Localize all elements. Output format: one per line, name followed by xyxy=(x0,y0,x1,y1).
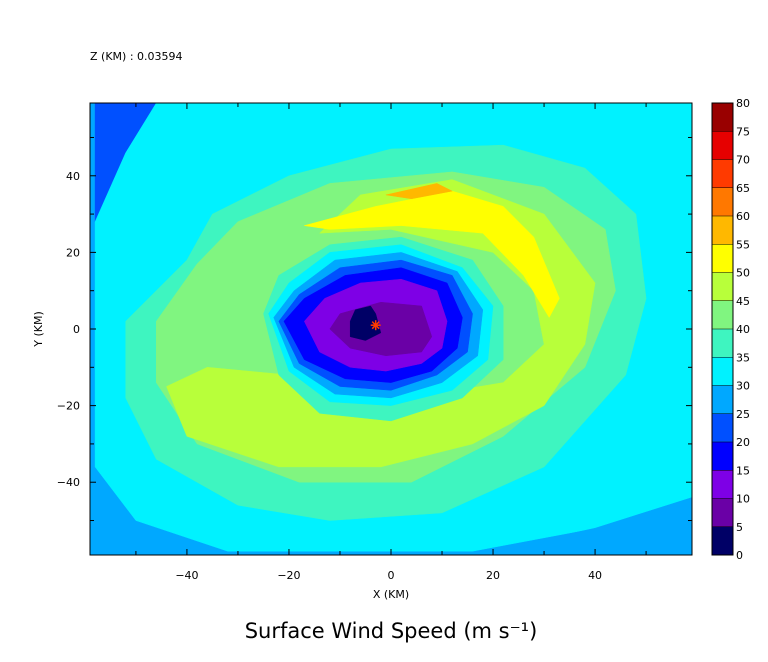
colorbar-swatch xyxy=(712,216,733,245)
colorbar-label: 25 xyxy=(736,408,750,421)
colorbar-swatch xyxy=(712,385,733,414)
colorbar-swatch xyxy=(712,103,733,132)
y-axis: −40 −20 0 20 40 xyxy=(57,136,692,522)
colorbar-swatch xyxy=(712,159,733,188)
colorbar-swatch xyxy=(712,244,733,273)
colorbar-swatch xyxy=(712,329,733,358)
x-tick-label: −20 xyxy=(277,569,300,582)
y-tick-label: 40 xyxy=(66,170,80,183)
x-axis: −40 −20 0 20 40 xyxy=(135,103,647,582)
colorbar-swatch xyxy=(712,187,733,216)
y-tick-label: 20 xyxy=(66,246,80,259)
y-axis-label: Y (KM) xyxy=(32,311,45,348)
colorbar-label: 50 xyxy=(736,267,750,280)
colorbar-swatch xyxy=(712,413,733,442)
contour-region-8 xyxy=(385,183,453,200)
colorbar-label: 5 xyxy=(736,521,743,534)
colorbar-swatch xyxy=(712,131,733,160)
contour-field xyxy=(90,103,692,555)
colorbar-label: 65 xyxy=(736,182,750,195)
colorbar-label: 15 xyxy=(736,464,750,477)
colorbar-swatch xyxy=(712,300,733,329)
colorbar: 0 5 10 15 20 25 30 35 40 45 50 55 60 65 70 75 80 xyxy=(711,97,750,562)
contour-region-5 xyxy=(166,179,596,468)
storm-center-marker xyxy=(370,320,381,331)
colorbar-label: 55 xyxy=(736,238,750,251)
colorbar-label: 20 xyxy=(736,436,750,449)
colorbar-label: 70 xyxy=(736,154,750,167)
colorbar-label: 75 xyxy=(736,125,750,138)
colorbar-label: 10 xyxy=(736,493,750,506)
colorbar-swatch xyxy=(712,442,733,471)
colorbar-swatch xyxy=(712,470,733,499)
x-tick-label: −40 xyxy=(175,569,198,582)
level-header: Z (KM) : 0.03594 xyxy=(90,50,183,63)
x-tick-label: 20 xyxy=(486,569,500,582)
x-axis-label: X (KM) xyxy=(373,588,409,601)
colorbar-swatch xyxy=(712,498,733,527)
y-tick-label: −40 xyxy=(57,476,80,489)
colorbar-label: 45 xyxy=(736,295,750,308)
x-tick-label: 40 xyxy=(588,569,602,582)
storm-center-layer xyxy=(370,320,381,331)
chart-title: Surface Wind Speed (m s⁻¹) xyxy=(245,619,538,643)
colorbar-label: 0 xyxy=(736,549,743,562)
colorbar-label: 35 xyxy=(736,351,750,364)
colorbar-label: 30 xyxy=(736,380,750,393)
colorbar-label: 80 xyxy=(736,97,750,110)
contour-region-2 xyxy=(472,497,692,555)
colorbar-label: 40 xyxy=(736,323,750,336)
y-tick-label: 0 xyxy=(73,323,80,336)
colorbar-label: 60 xyxy=(736,210,750,223)
colorbar-swatch xyxy=(712,272,733,301)
colorbar-swatch xyxy=(712,357,733,386)
colorbar-swatch xyxy=(712,526,733,555)
y-tick-label: −20 xyxy=(57,400,80,413)
x-tick-label: 0 xyxy=(388,569,395,582)
